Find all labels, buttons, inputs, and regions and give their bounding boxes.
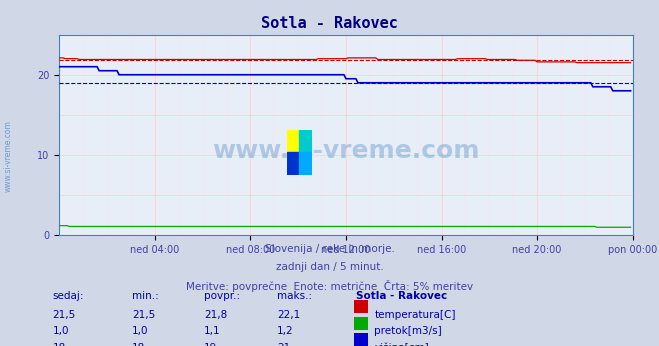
Text: pretok[m3/s]: pretok[m3/s] [374,326,442,336]
Text: Slovenija / reke in morje.: Slovenija / reke in morje. [264,244,395,254]
Text: 18: 18 [132,343,145,346]
Text: 1,0: 1,0 [132,326,148,336]
Text: www.si-vreme.com: www.si-vreme.com [3,120,13,192]
Polygon shape [287,152,299,175]
Text: 19: 19 [204,343,217,346]
Text: temperatura[C]: temperatura[C] [374,310,456,320]
Text: povpr.:: povpr.: [204,291,241,301]
Polygon shape [299,130,312,152]
Text: sedaj:: sedaj: [53,291,84,301]
Text: zadnji dan / 5 minut.: zadnji dan / 5 minut. [275,262,384,272]
Text: 21,5: 21,5 [53,310,76,320]
Text: min.:: min.: [132,291,159,301]
Text: 1,0: 1,0 [53,326,69,336]
Text: 21,5: 21,5 [132,310,155,320]
Text: višina[cm]: višina[cm] [374,343,429,346]
Text: 1,2: 1,2 [277,326,293,336]
Text: www.si-vreme.com: www.si-vreme.com [212,139,480,163]
Text: Meritve: povprečne  Enote: metrične  Črta: 5% meritev: Meritve: povprečne Enote: metrične Črta:… [186,280,473,292]
Polygon shape [287,130,299,152]
Text: 22,1: 22,1 [277,310,300,320]
Text: 21: 21 [277,343,290,346]
Text: 1,1: 1,1 [204,326,221,336]
Text: Sotla - Rakovec: Sotla - Rakovec [356,291,447,301]
Polygon shape [299,152,312,175]
Text: 18: 18 [53,343,66,346]
Text: 21,8: 21,8 [204,310,227,320]
Text: Sotla - Rakovec: Sotla - Rakovec [261,16,398,30]
Text: maks.:: maks.: [277,291,312,301]
